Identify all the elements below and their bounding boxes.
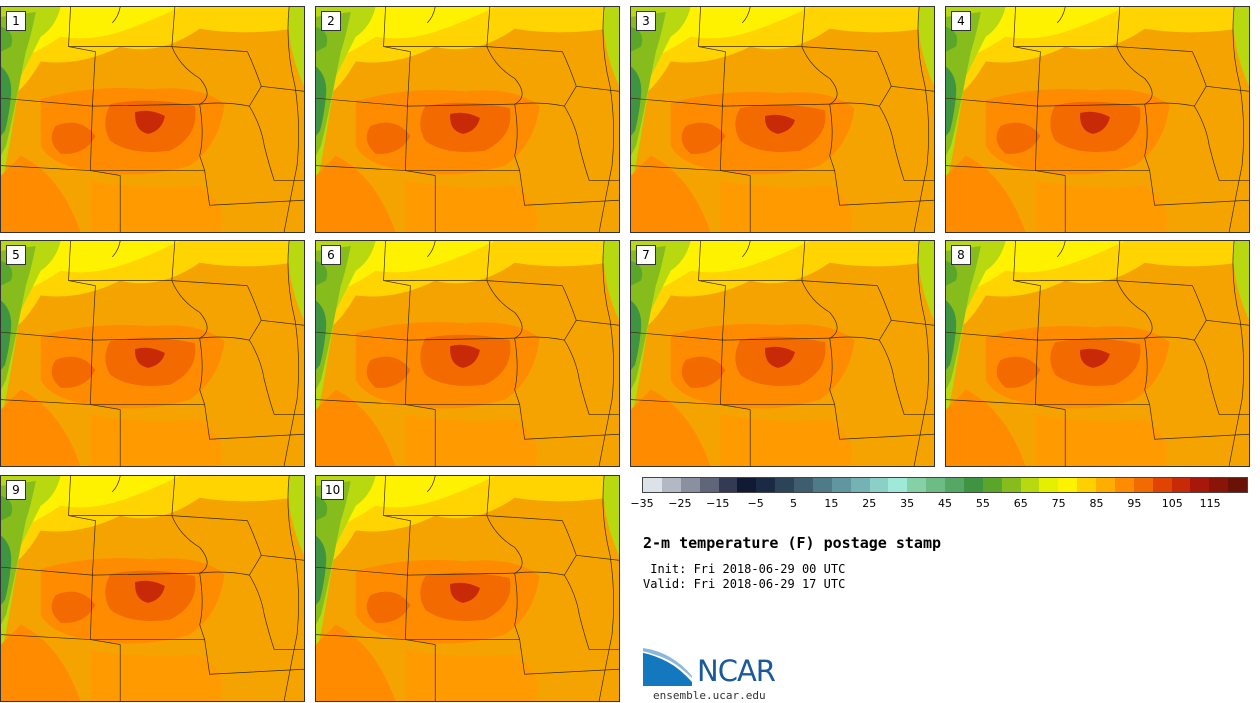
colorbar-tick-label: 65 [1013, 497, 1028, 510]
member-panel-7: 7 [630, 240, 935, 467]
member-panel-6: 6 [315, 240, 620, 467]
colorbar-segment [1096, 478, 1115, 492]
colorbar-segment [869, 478, 889, 492]
member-number: 6 [321, 245, 341, 265]
member-number: 4 [951, 11, 971, 31]
colorbar-segment [831, 478, 851, 492]
colorbar-tick-labels: −35 −25 −15 −5 5 15 25 35 45 55 65 75 85 95 105 115 [630, 497, 1248, 513]
colorbar-segment [963, 478, 983, 492]
temperature-map [631, 7, 934, 232]
member-panel-3: 3 [630, 6, 935, 233]
colorbar-segment [794, 478, 813, 492]
member-panel-2: 2 [315, 6, 620, 233]
colorbar-segment [812, 478, 832, 492]
colorbar-tick-label: 115 [1199, 497, 1221, 510]
member-panel-4: 4 [945, 6, 1250, 233]
colorbar-tick-label: 5 [790, 497, 797, 510]
colorbar-segment [737, 478, 757, 492]
colorbar-tick-label: 15 [824, 497, 839, 510]
member-number: 8 [951, 245, 971, 265]
member-number: 2 [321, 11, 341, 31]
colorbar-tick-label: 85 [1089, 497, 1104, 510]
temperature-map [1, 476, 304, 701]
colorbar-segment [850, 478, 870, 492]
temperature-map [1, 7, 304, 232]
valid-time: Valid: Fri 2018-06-29 17 UTC [643, 577, 846, 591]
colorbar-segment [1039, 478, 1059, 492]
colorbar-segment [699, 478, 719, 492]
member-panel-1: 1 [0, 6, 305, 233]
colorbar-segment [1077, 478, 1096, 492]
temperature-map [316, 7, 619, 232]
temperature-map [1, 241, 304, 466]
colorbar-segment [661, 478, 681, 492]
member-number: 3 [636, 11, 656, 31]
colorbar-segment [756, 478, 776, 492]
logo-url: ensemble.ucar.edu [653, 689, 766, 702]
colorbar-segment [1058, 478, 1078, 492]
temperature-map [631, 241, 934, 466]
colorbar-segment [643, 478, 662, 492]
temperature-map [316, 476, 619, 701]
colorbar-tick-label: 105 [1161, 497, 1183, 510]
colorbar-tick-label: −5 [747, 497, 764, 510]
colorbar-segment [775, 478, 794, 492]
colorbar-segment [907, 478, 927, 492]
colorbar-segment [1114, 478, 1134, 492]
colorbar-segment [926, 478, 945, 492]
member-panel-5: 5 [0, 240, 305, 467]
temperature-map [316, 241, 619, 466]
colorbar-segment [982, 478, 1002, 492]
colorbar-tick-label: 75 [1051, 497, 1066, 510]
init-time: Init: Fri 2018-06-29 00 UTC [643, 562, 846, 576]
colorbar-tick-label: 25 [862, 497, 877, 510]
colorbar-tick-label: −15 [706, 497, 730, 510]
colorbar-tick-label: 95 [1127, 497, 1142, 510]
colorbar-segment [1171, 478, 1191, 492]
colorbar-tick-label: 55 [975, 497, 990, 510]
plot-title: 2-m temperature (F) postage stamp [643, 534, 942, 552]
colorbar-segment [1152, 478, 1172, 492]
colorbar-segment [1001, 478, 1021, 492]
colorbar-segment [1190, 478, 1210, 492]
temperature-map [946, 7, 1249, 232]
logo-wordmark: NCAR [697, 654, 776, 688]
colorbar-segment [945, 478, 964, 492]
colorbar-segment [1209, 478, 1229, 492]
member-number: 10 [321, 480, 345, 500]
member-panel-8: 8 [945, 240, 1250, 467]
temperature-colorbar [642, 477, 1248, 493]
colorbar-segment [1228, 478, 1247, 492]
colorbar-tick-label: 45 [938, 497, 952, 510]
member-number: 7 [636, 245, 656, 265]
colorbar-segment [718, 478, 738, 492]
colorbar-tick-label: −25 [668, 497, 692, 510]
temperature-map [946, 241, 1249, 466]
colorbar-tick-label: 35 [900, 497, 915, 510]
colorbar-tick-label: −35 [630, 497, 654, 510]
member-number: 1 [6, 11, 26, 31]
colorbar-segment [680, 478, 700, 492]
member-number: 9 [6, 480, 26, 500]
colorbar-segment [888, 478, 908, 492]
member-panel-9: 9 [0, 475, 305, 702]
colorbar-segment [1133, 478, 1153, 492]
member-panel-10: 10 [315, 475, 620, 702]
colorbar-segment [1020, 478, 1040, 492]
ncar-logo-icon [642, 648, 693, 686]
member-number: 5 [6, 245, 26, 265]
